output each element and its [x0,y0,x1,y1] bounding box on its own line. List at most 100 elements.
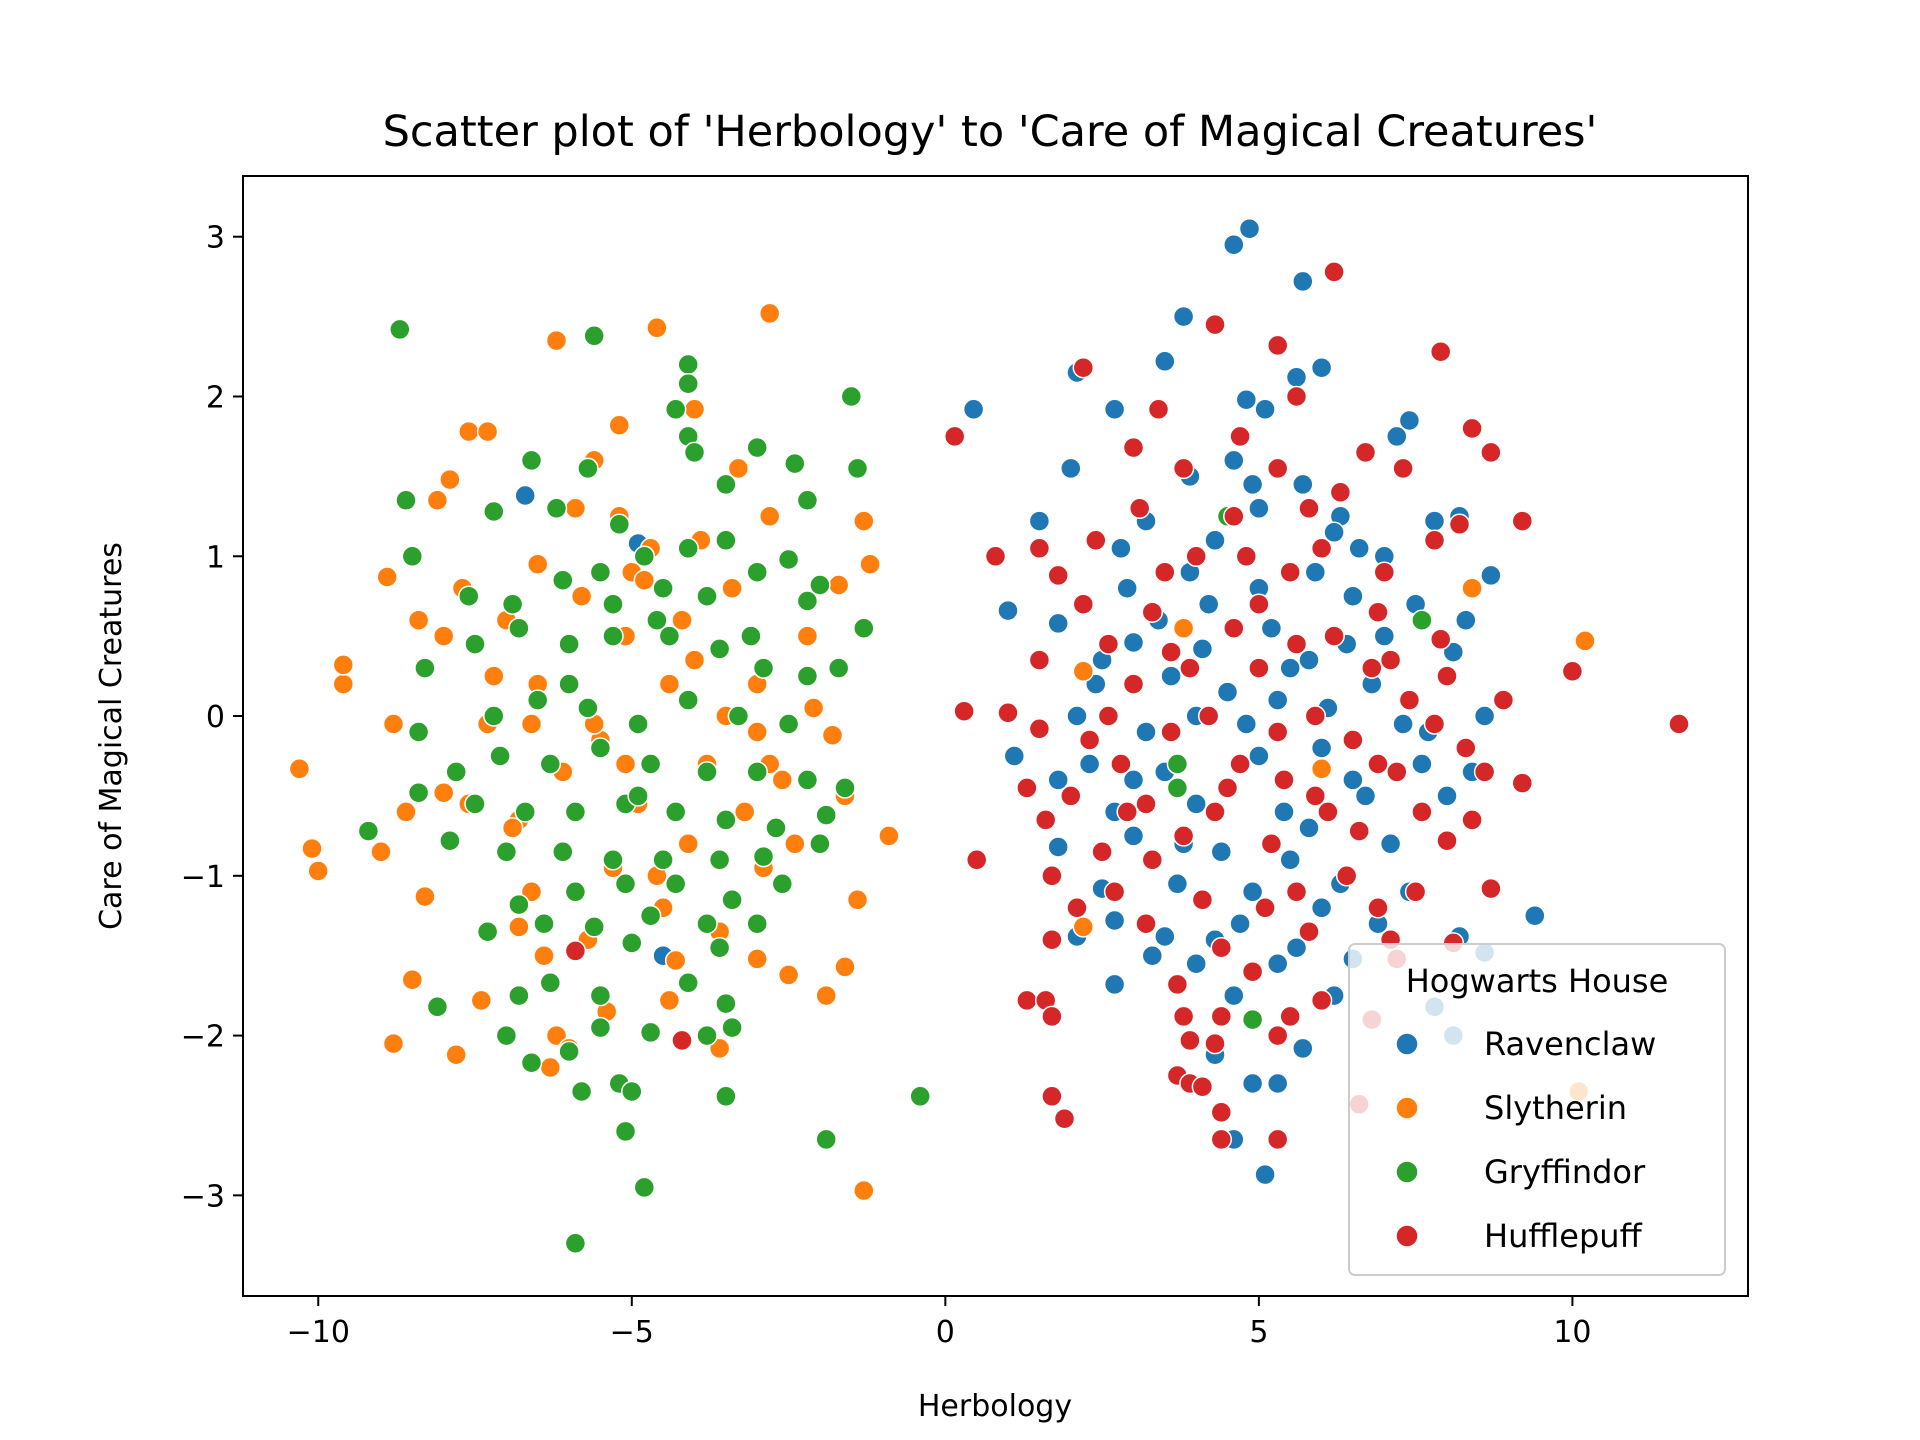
data-point [1085,673,1107,695]
data-point [1373,625,1396,647]
data-point [1266,1024,1289,1047]
data-point [1210,936,1233,959]
data-point [1241,1008,1264,1031]
data-point [796,489,819,512]
data-point [1367,601,1389,623]
data-point [796,625,819,647]
data-point [796,665,819,687]
data-point [1285,881,1308,903]
data-point [715,809,737,831]
data-point [1122,673,1145,695]
data-point [834,956,856,978]
data-point [727,705,750,727]
data-point [545,1024,568,1047]
data-point [1379,649,1402,671]
data-point [771,873,794,895]
data-point [589,737,612,759]
data-point [332,673,355,695]
data-point [1223,449,1245,472]
data-point [1298,649,1320,671]
data-point [1455,609,1477,631]
data-point [1668,713,1690,735]
y-tick-label: −3 [181,1179,225,1214]
data-point [1166,777,1189,799]
data-point [664,801,687,823]
data-point [646,317,668,339]
data-point [758,302,781,325]
data-point [1310,356,1333,379]
data-point [1235,545,1258,568]
data-point [1266,1128,1289,1151]
data-point [401,968,424,991]
data-point [696,585,718,607]
x-tick-label: 5 [1249,1315,1268,1350]
data-point [733,801,756,823]
data-point [1047,769,1069,791]
data-point [1166,753,1189,775]
data-point [1216,681,1239,703]
data-point [1266,689,1289,711]
data-point [1078,729,1101,751]
data-point [464,793,486,815]
data-point [577,697,599,719]
data-point [1436,665,1458,687]
data-point [414,885,436,908]
data-point [1348,537,1370,560]
data-point [1473,705,1496,727]
data-point [639,1021,662,1044]
data-point [1041,1005,1063,1028]
y-tick-label: 1 [206,540,225,575]
data-point [483,705,505,727]
legend-title: Hogwarts House [1406,962,1669,1000]
data-point [1323,625,1345,647]
data-point [1411,753,1433,775]
data-point [796,590,819,612]
x-tick-label: 10 [1553,1315,1591,1350]
data-point [727,457,750,480]
data-point [771,769,794,791]
data-point [777,548,800,571]
data-point [602,625,624,647]
data-point [943,425,966,448]
data-point [1229,753,1251,775]
data-point [1122,769,1145,791]
data-point [677,353,699,376]
data-point [658,625,681,647]
data-point [1028,718,1051,740]
data-point [439,468,461,491]
data-point [1197,593,1220,615]
data-point [1292,1037,1314,1060]
data-point [1072,593,1095,615]
data-point [489,745,511,767]
data-point [1342,729,1364,751]
data-point [307,860,329,882]
data-point [1223,505,1245,528]
data-point [514,801,536,823]
data-point [570,585,593,607]
data-point [1135,793,1157,815]
data-point [458,420,480,443]
data-point [1461,577,1483,599]
data-point [564,1232,587,1255]
data-point [1317,801,1339,823]
data-point [1172,1005,1195,1028]
data-point [1248,497,1270,520]
data-point [376,566,398,588]
data-point [501,593,524,615]
data-point [721,889,743,911]
data-point [1103,398,1126,421]
data-point [564,497,587,520]
data-point [1016,777,1038,799]
data-point [382,713,405,735]
data-point [1411,801,1433,823]
data-point [1266,1072,1289,1095]
data-point [664,398,687,421]
data-point [708,638,731,660]
data-point [1379,833,1402,855]
data-point [1154,925,1176,948]
data-point [545,329,568,352]
data-point [1160,641,1182,663]
data-point [1223,233,1245,256]
data-point [476,920,499,943]
data-point [1386,761,1408,783]
